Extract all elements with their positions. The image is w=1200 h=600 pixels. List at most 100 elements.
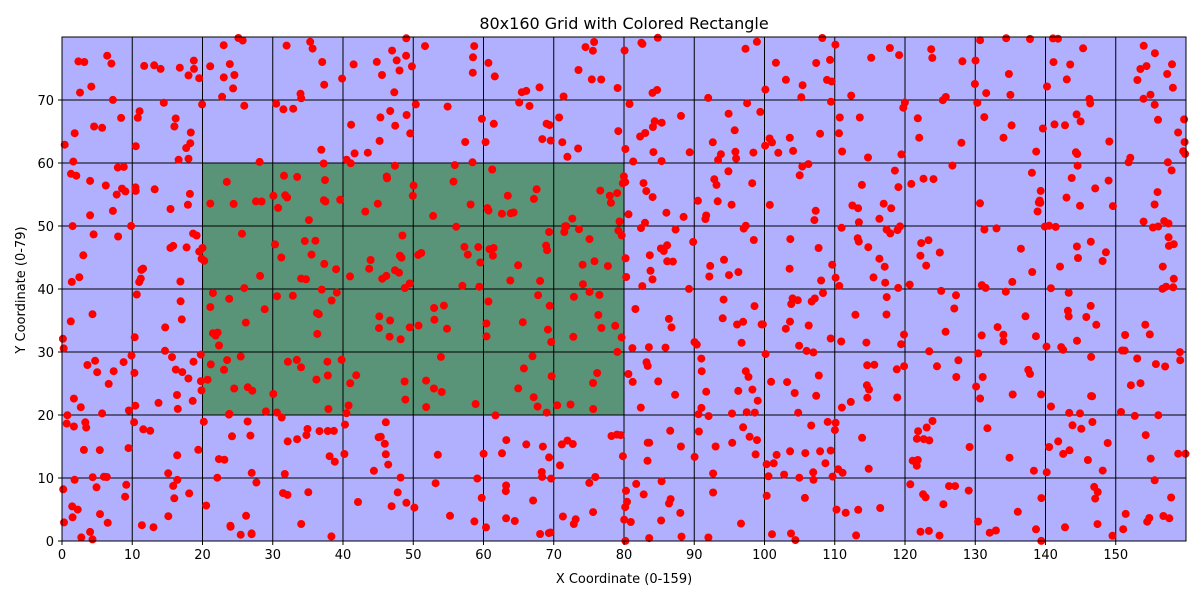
- data-point: [1145, 330, 1154, 339]
- data-point: [794, 408, 803, 417]
- data-point: [753, 396, 762, 405]
- data-point: [321, 176, 329, 185]
- data-point: [638, 282, 647, 291]
- data-point: [461, 138, 470, 146]
- data-point: [1108, 531, 1117, 540]
- data-point: [1086, 301, 1095, 310]
- data-point: [189, 229, 198, 238]
- data-point: [597, 75, 606, 84]
- data-point: [402, 51, 411, 60]
- data-point: [894, 183, 903, 192]
- data-point: [369, 466, 378, 475]
- data-point: [1088, 392, 1097, 401]
- data-point: [482, 319, 491, 328]
- data-point: [346, 379, 355, 388]
- data-point: [1001, 287, 1010, 296]
- data-point: [1033, 207, 1042, 216]
- data-point: [319, 159, 328, 168]
- data-point: [783, 378, 792, 387]
- data-point: [625, 100, 634, 108]
- data-point: [156, 64, 165, 73]
- data-point: [648, 193, 657, 202]
- data-point: [529, 393, 538, 402]
- data-point: [1136, 379, 1145, 388]
- data-point: [76, 403, 85, 412]
- data-point: [112, 190, 121, 199]
- data-point: [826, 446, 835, 455]
- data-point: [657, 157, 666, 166]
- x-tick-label: 140: [1033, 548, 1058, 563]
- data-point: [685, 284, 693, 293]
- data-point: [546, 136, 555, 145]
- data-point: [405, 279, 414, 288]
- data-point: [381, 450, 390, 459]
- data-point: [277, 253, 286, 262]
- data-point: [1088, 418, 1097, 426]
- data-point: [346, 159, 355, 168]
- data-point: [619, 172, 628, 181]
- data-point: [1162, 282, 1171, 291]
- data-point: [206, 360, 215, 369]
- data-point: [283, 357, 292, 366]
- data-point: [657, 477, 666, 486]
- data-point: [59, 485, 68, 494]
- data-point: [590, 38, 599, 46]
- data-point: [1153, 188, 1162, 197]
- data-point: [1064, 288, 1073, 297]
- data-point: [514, 261, 523, 270]
- data-point: [498, 449, 506, 458]
- data-point: [433, 450, 442, 459]
- data-point: [68, 222, 77, 231]
- data-point: [395, 66, 404, 75]
- data-point: [88, 310, 97, 319]
- data-point: [613, 189, 622, 198]
- data-point: [215, 341, 223, 350]
- data-point: [816, 129, 825, 138]
- data-point: [347, 120, 356, 129]
- data-point: [560, 228, 569, 236]
- data-point: [1174, 128, 1183, 137]
- data-point: [342, 409, 351, 418]
- data-point: [631, 305, 640, 313]
- data-point: [135, 278, 144, 286]
- data-point: [150, 61, 159, 70]
- data-point: [1050, 120, 1059, 129]
- data-point: [300, 237, 309, 246]
- data-point: [765, 200, 774, 209]
- data-point: [578, 280, 587, 289]
- data-point: [1072, 110, 1081, 119]
- data-point: [835, 281, 844, 290]
- data-point: [690, 452, 699, 461]
- data-point: [812, 59, 821, 67]
- data-point: [639, 179, 648, 188]
- data-point: [293, 172, 302, 181]
- x-tick-label: 100: [752, 548, 777, 563]
- data-point: [734, 268, 743, 277]
- data-point: [88, 535, 97, 544]
- data-point: [1042, 342, 1051, 351]
- data-point: [545, 228, 554, 236]
- data-point: [452, 222, 461, 231]
- data-point: [929, 175, 938, 184]
- data-point: [1180, 115, 1189, 124]
- data-point: [831, 418, 840, 427]
- data-point: [546, 528, 555, 537]
- data-point: [382, 271, 391, 280]
- data-point: [671, 225, 680, 234]
- data-point: [749, 148, 758, 157]
- data-point: [798, 162, 807, 171]
- data-point: [536, 530, 545, 538]
- data-point: [307, 250, 316, 259]
- data-point: [325, 452, 334, 461]
- data-point: [390, 88, 399, 97]
- data-point: [1072, 242, 1081, 251]
- data-point: [781, 75, 790, 84]
- data-point: [780, 470, 789, 479]
- data-point: [1066, 60, 1075, 69]
- data-point: [748, 179, 757, 188]
- data-point: [980, 225, 989, 234]
- data-point: [1007, 121, 1016, 130]
- data-point: [302, 275, 310, 284]
- data-point: [68, 513, 77, 522]
- data-point: [344, 401, 353, 410]
